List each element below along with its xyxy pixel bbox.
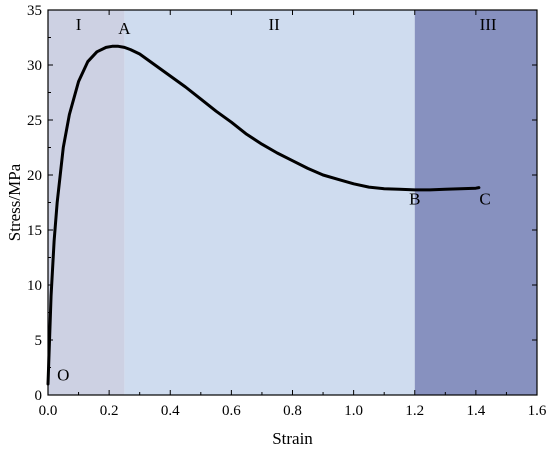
region-bands <box>48 10 537 395</box>
x-tick-label: 0.4 <box>161 403 180 419</box>
x-tick-label: 1.2 <box>405 403 424 419</box>
y-axis: 0 5 10 15 20 25 30 35 <box>27 3 537 404</box>
point-label-b: B <box>409 190 420 209</box>
point-label-a: A <box>118 19 131 38</box>
x-tick-label: 1.6 <box>528 403 547 419</box>
y-axis-title: Stress/MPa <box>5 163 24 241</box>
y-tick-label: 25 <box>27 113 42 129</box>
region-band-1 <box>48 10 125 395</box>
y-tick-label: 0 <box>35 388 43 404</box>
x-tick-label: 1.4 <box>467 403 486 419</box>
x-axis: 0.0 0.2 0.4 0.6 0.8 1.0 1.2 1.4 1.6 <box>39 10 547 419</box>
y-tick-label: 5 <box>35 333 43 349</box>
x-tick-label: 1.0 <box>344 403 363 419</box>
region-band-2 <box>124 10 415 395</box>
x-axis-title: Strain <box>272 429 313 448</box>
region-label-3: III <box>480 15 497 34</box>
x-tick-label: 0.0 <box>39 403 58 419</box>
y-tick-label: 10 <box>27 278 42 294</box>
series-layer <box>46 44 481 386</box>
stress-strain-curve-1 <box>46 44 481 386</box>
x-tick-label: 0.6 <box>222 403 241 419</box>
point-label-c: C <box>479 190 490 209</box>
y-tick-label: 35 <box>27 3 42 19</box>
x-tick-label: 0.8 <box>283 403 302 419</box>
point-labels: O A B C <box>57 19 491 385</box>
y-tick-label: 20 <box>27 168 42 184</box>
point-label-o: O <box>57 366 69 385</box>
y-tick-label: 15 <box>27 223 42 239</box>
region-band-3 <box>414 10 537 395</box>
region-labels: I II III <box>76 15 497 34</box>
region-label-1: I <box>76 15 82 34</box>
region-label-2: II <box>268 15 280 34</box>
y-tick-label: 30 <box>27 58 42 74</box>
x-tick-label: 0.2 <box>100 403 119 419</box>
